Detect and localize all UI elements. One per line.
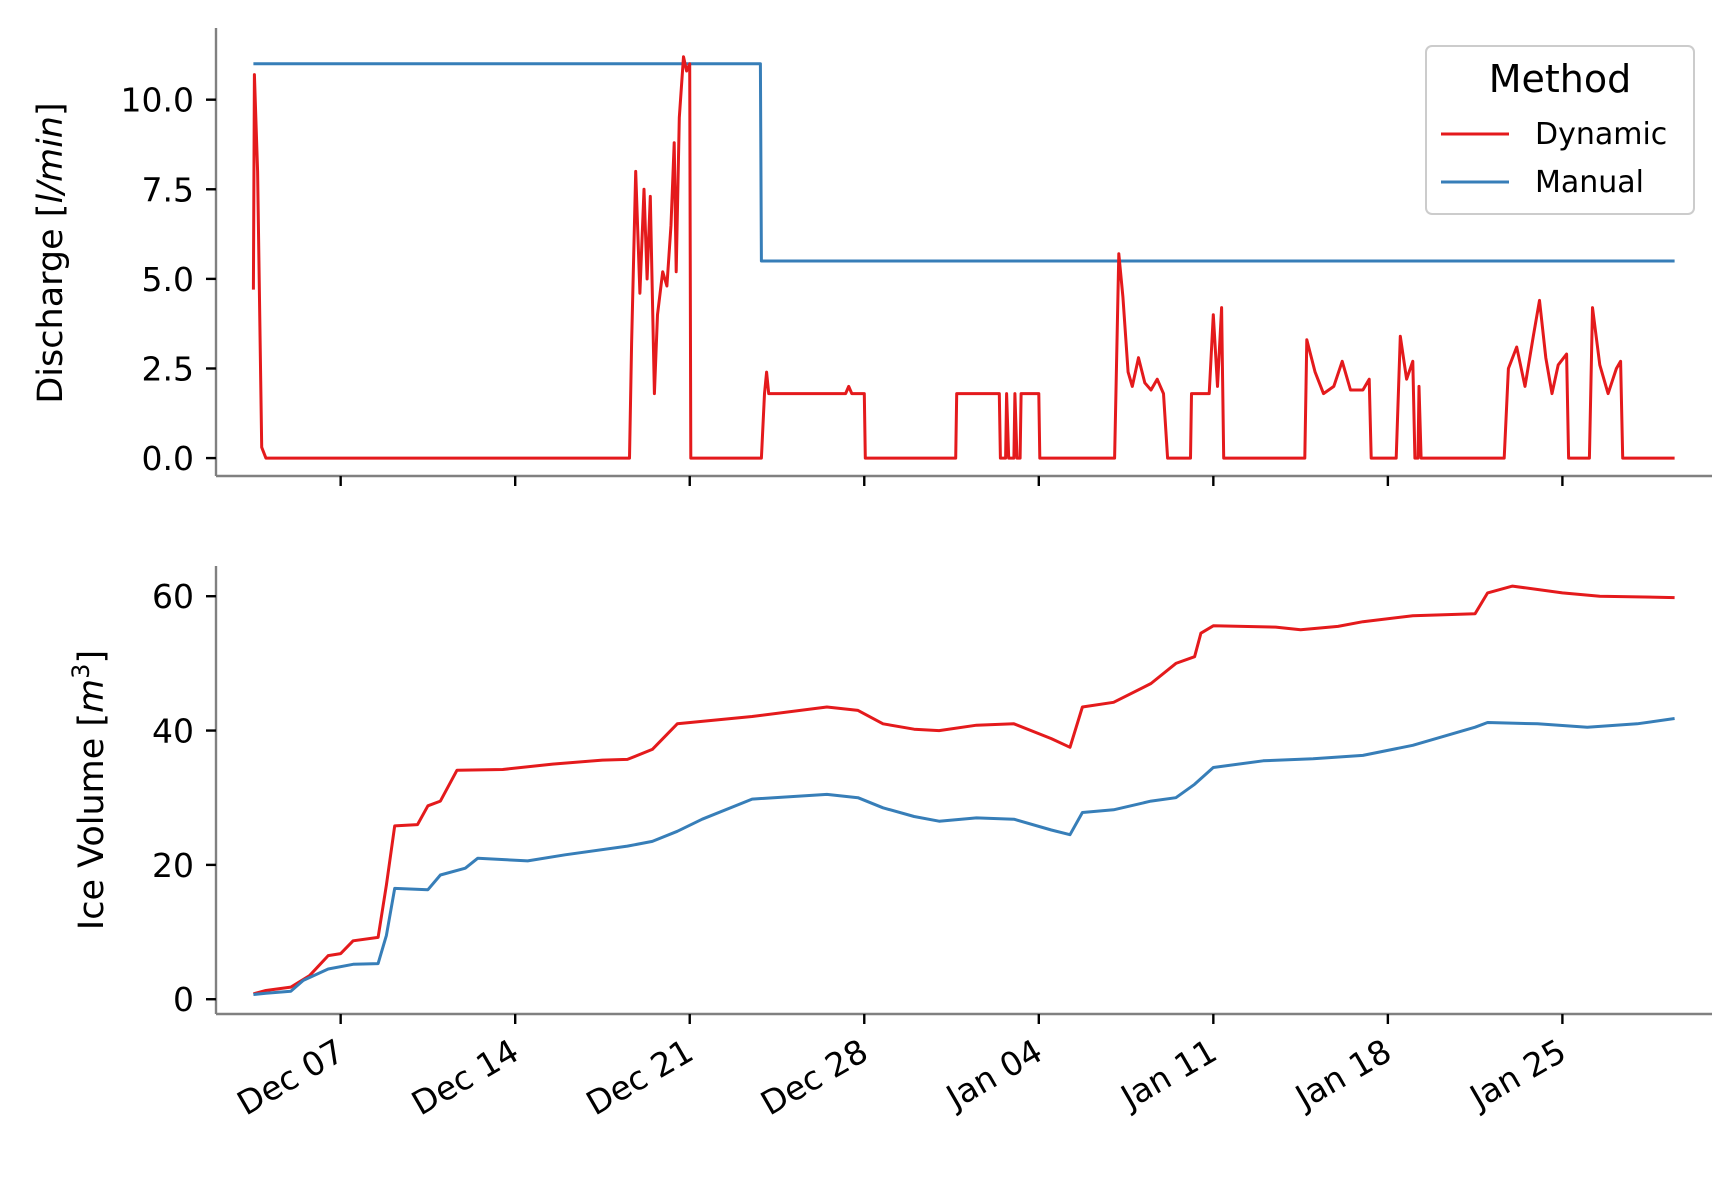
- discharge-y-tick-label: 2.5: [142, 349, 194, 388]
- discharge-series-manual: [253, 62, 1675, 263]
- legend-frame: [1425, 45, 1695, 215]
- ice-volume-y-label-end: ]: [72, 650, 112, 664]
- discharge-y-ticks: 0.0 2.5 5.0 7.5 10.0: [121, 81, 216, 478]
- ice-volume-panel: 0 20 40 60 Dec 07 Dec 14 Dec 21 Dec 28 Jan 04 Ja…: [67, 566, 1712, 1123]
- ice-volume-y-axis-label: Ice Volume [m3]: [67, 650, 112, 930]
- discharge-y-axis-label: Discharge [l/min]: [31, 102, 71, 403]
- legend-title: Method: [1489, 57, 1632, 101]
- legend-label-dynamic: Dynamic: [1535, 117, 1667, 152]
- ice-volume-y-ticks: 0 20 40 60: [152, 577, 216, 1019]
- discharge-y-label-text: Discharge [: [31, 204, 71, 404]
- discharge-panel: 0.0 2.5 5.0 7.5 10.0 Discharge [l/min] Metho…: [31, 28, 1712, 486]
- legend-label-manual: Manual: [1535, 165, 1644, 200]
- ice-volume-y-tick-label: 0: [173, 980, 194, 1019]
- discharge-x-ticks: [339, 476, 1564, 486]
- ice-volume-y-tick-label: 60: [152, 577, 194, 616]
- ice-volume-y-tick-label: 40: [152, 712, 194, 751]
- ice-volume-series-manual: [253, 717, 1675, 996]
- x-tick-label: Jan 04: [938, 1031, 1049, 1117]
- ice-volume-x-ticks: Dec 07 Dec 14 Dec 21 Dec 28 Jan 04 Jan 11 Jan …: [230, 1014, 1572, 1123]
- discharge-y-label-end: ]: [31, 102, 71, 116]
- discharge-y-tick-label: 0.0: [142, 439, 194, 478]
- legend: Method Dynamic Manual: [1425, 45, 1695, 215]
- x-tick-label: Jan 18: [1287, 1031, 1398, 1117]
- discharge-y-tick-label: 5.0: [142, 260, 194, 299]
- ice-volume-series-dynamic: [253, 584, 1675, 996]
- x-tick-label: Dec 21: [579, 1031, 699, 1123]
- x-tick-label: Dec 28: [754, 1031, 874, 1123]
- discharge-series-group: [251, 55, 1675, 460]
- ice-volume-series-group: [253, 584, 1675, 996]
- ice-volume-y-label-unit: m: [72, 679, 112, 713]
- x-tick-label: Dec 14: [405, 1031, 525, 1123]
- discharge-y-tick-label: 10.0: [121, 81, 194, 120]
- ice-volume-y-label-sup: 3: [67, 664, 95, 679]
- discharge-series-dynamic: [251, 55, 1675, 460]
- x-tick-label: Jan 25: [1462, 1031, 1573, 1117]
- ice-volume-y-tick-label: 20: [152, 846, 194, 885]
- discharge-y-label-unit: l/min: [31, 116, 71, 204]
- x-tick-label: Dec 07: [230, 1031, 350, 1123]
- x-tick-label: Jan 11: [1113, 1031, 1224, 1117]
- discharge-y-tick-label: 7.5: [142, 170, 194, 209]
- ice-volume-y-label-text: Ice Volume [: [72, 713, 112, 930]
